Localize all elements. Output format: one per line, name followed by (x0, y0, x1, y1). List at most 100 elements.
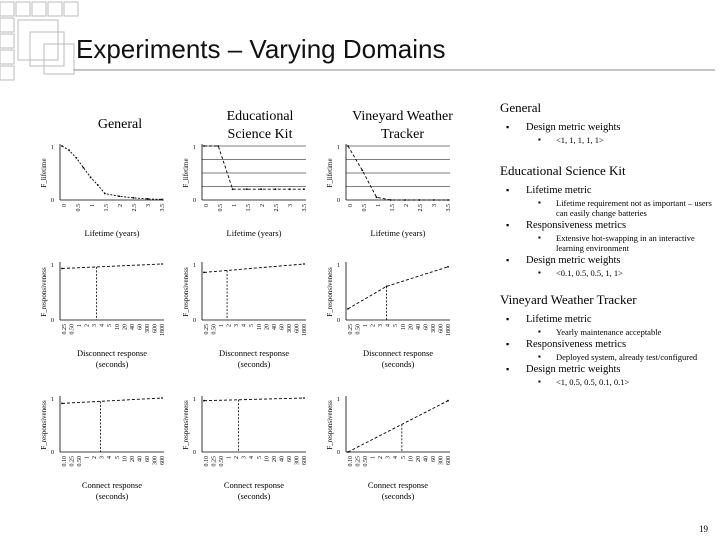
slide-title: Experiments – Varying Domains (76, 34, 446, 64)
vineyard-lifetime-chart: 1 0 F_lifetime 0 0.5 1 1.5 2 2.5 3 3.5 Lifetime (ye… (326, 144, 452, 238)
x-tick-label: 2 (92, 456, 98, 459)
y-axis-label: F_responsiveness (182, 267, 190, 317)
x-tick-label: 1.5 (104, 204, 110, 212)
right-section-heading: Educational Science Kit (500, 163, 626, 178)
x-tick-label: 20 (408, 324, 414, 330)
data-point (447, 199, 449, 201)
y-tick-label: 0 (51, 318, 54, 324)
data-point (347, 145, 349, 147)
x-tick-label: 10 (401, 324, 407, 330)
series-line (61, 263, 163, 269)
bullet-item: Lifetime metric (500, 314, 715, 325)
x-tick-label: 1800 (160, 324, 166, 336)
y-tick-label: 1 (51, 263, 54, 269)
x-tick-label: 2 (234, 456, 240, 459)
x-tick-label: 0.25 (62, 324, 68, 335)
bullet-item: Responsiveness metrics (500, 220, 715, 231)
data-point (89, 176, 92, 179)
eduk-lifetime-chart: 1 0 F_lifetime 0 0.5 1 1.5 2 2.5 3 3.5 Lifetime (ye… (182, 144, 308, 238)
data-point (288, 188, 291, 191)
x-tick-label: 10 (115, 324, 121, 330)
y-axis-label: F_responsiveness (40, 400, 48, 450)
data-point (61, 145, 63, 147)
y-tick-label: 1 (337, 397, 340, 403)
data-point (389, 199, 392, 201)
x-tick-label: 0.50 (219, 456, 225, 467)
general-lifetime-chart: 1 0 F_lifetime 0 0.5 1 1.5 2 2.5 3 3.5 Lifetime (ye… (40, 144, 166, 238)
x-tick-label: 60 (423, 324, 429, 330)
x-tick-label: 0.50 (77, 456, 83, 467)
data-point (347, 307, 349, 310)
x-tick-label: 0.25 (348, 324, 354, 335)
x-tick-label: 2.5 (274, 204, 280, 212)
x-tick-label: 2 (260, 204, 266, 207)
x-tick-label: 0 (348, 204, 354, 207)
right-section-heading: Vineyard Weather Tracker (500, 292, 637, 307)
data-point (96, 183, 99, 186)
data-point (203, 399, 205, 402)
right-section-heading: General (500, 100, 542, 115)
data-point (118, 195, 121, 198)
x-tick-label: 10 (122, 456, 128, 462)
x-tick-label: 60 (137, 324, 143, 330)
x-tick-label: 600 (438, 324, 444, 333)
x-tick-label: 60 (431, 456, 437, 462)
y-tick-label: 1 (193, 263, 196, 269)
sub-bullet-item: Lifetime requirement not as important – … (500, 198, 715, 218)
x-tick-label: 0.10 (62, 456, 68, 467)
sub-bullet-item: <0.1, 0.5, 0.5, 1, 1> (500, 268, 715, 278)
x-tick-label: 3.5 (446, 204, 452, 212)
x-tick-label: 2 (404, 204, 410, 207)
bullet-item: Responsiveness metrics (500, 339, 715, 350)
x-tick-label: 2 (118, 204, 124, 207)
y-axis-label: F_responsiveness (326, 400, 334, 450)
x-tick-label: 0.5 (76, 204, 82, 212)
series-line (203, 263, 305, 273)
data-point (303, 188, 305, 191)
data-point (61, 267, 63, 270)
x-tick-label: 0.25 (70, 456, 76, 467)
x-tick-label: 1 (371, 456, 377, 459)
x-tick-label: 40 (130, 324, 136, 330)
bullet-item: Design metric weights (500, 364, 715, 375)
series-line (204, 145, 304, 190)
x-tick-label: 0.10 (348, 456, 354, 467)
data-point (303, 263, 305, 265)
y-axis-label: F_lifetime (182, 158, 190, 187)
data-point (303, 397, 305, 399)
y-axis-label: F_lifetime (40, 158, 48, 187)
x-axis-label: Disconnect response (seconds) (77, 348, 147, 369)
x-tick-label: 3 (288, 204, 294, 207)
y-tick-label: 1 (337, 263, 340, 269)
data-point (361, 169, 364, 172)
column-title-educational-science-kit: Educational Science Kit (226, 109, 294, 142)
x-tick-label: 600 (302, 456, 308, 465)
x-tick-label: 0.50 (70, 324, 76, 335)
x-tick-label: 4 (100, 324, 106, 327)
data-point (347, 451, 349, 453)
x-tick-label: 3 (432, 204, 438, 207)
page-number: 19 (699, 524, 708, 534)
x-tick-label: 2 (378, 456, 384, 459)
x-tick-label: 5 (393, 324, 399, 327)
data-point (432, 199, 435, 201)
series-line (61, 145, 163, 200)
x-tick-label: 0 (62, 204, 68, 207)
x-tick-label: 10 (257, 324, 263, 330)
x-tick-label: 1 (90, 204, 96, 207)
x-tick-label: 300 (431, 324, 437, 333)
x-tick-label: 3.5 (302, 204, 308, 212)
x-axis-label: Lifetime (years) (227, 228, 282, 238)
x-tick-label: 20 (122, 324, 128, 330)
data-point (103, 192, 106, 195)
x-tick-label: 0.5 (362, 204, 368, 212)
x-axis-label: Connect response (seconds) (82, 480, 142, 501)
series-line (347, 145, 448, 201)
series-line (203, 397, 305, 402)
data-point (75, 156, 78, 159)
x-tick-label: 5 (257, 456, 263, 459)
y-tick-label: 1 (51, 397, 54, 403)
